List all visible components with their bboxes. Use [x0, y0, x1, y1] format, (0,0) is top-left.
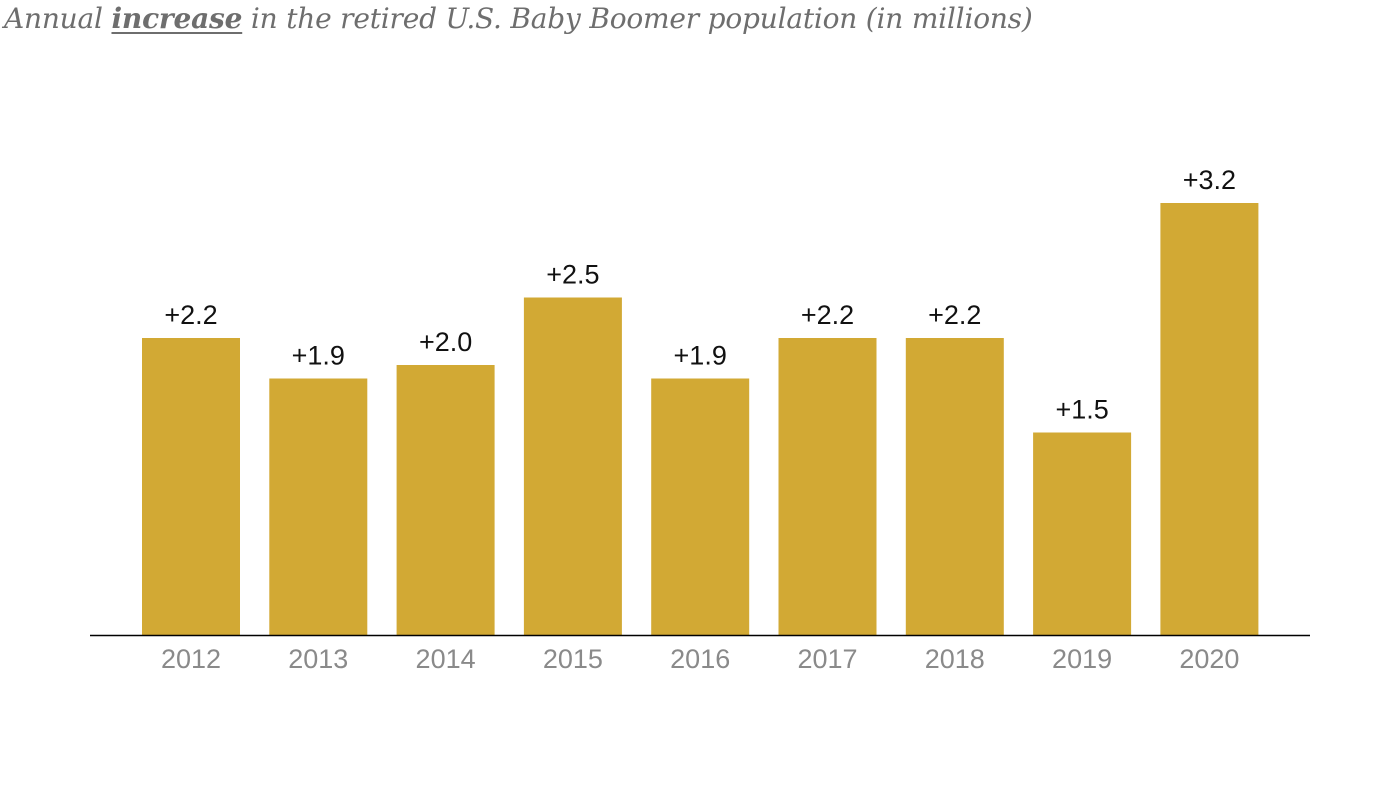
x-tick-label-2014: 2014 [416, 644, 476, 674]
data-label-2013: +1.9 [292, 341, 345, 371]
bar-2013 [269, 378, 368, 635]
chart-title-prefix: Annual [4, 2, 112, 35]
x-tick-label-group: 2012 2013 2014 2015 2016 2017 2018 2019 2020 [161, 644, 1239, 674]
bar-2014 [396, 365, 495, 635]
chart-title-emphasis: increase [111, 2, 243, 35]
data-label-2017: +2.2 [801, 300, 854, 330]
bar-2017 [778, 338, 877, 635]
data-label-2012: +2.2 [164, 300, 217, 330]
bar-2020 [1160, 203, 1259, 635]
bar-2018 [905, 338, 1004, 635]
data-label-2016: +1.9 [674, 341, 727, 371]
x-tick-label-2016: 2016 [670, 644, 730, 674]
x-tick-label-2012: 2012 [161, 644, 221, 674]
data-label-2020: +3.2 [1183, 165, 1236, 195]
chart-title-suffix: in the retired U.S. Baby Boomer populati… [242, 2, 1033, 35]
data-label-2014: +2.0 [419, 327, 472, 357]
x-tick-label-2013: 2013 [288, 644, 348, 674]
data-label-2019: +1.5 [1055, 395, 1108, 425]
x-tick-label-2019: 2019 [1052, 644, 1112, 674]
bar-group [142, 203, 1259, 635]
x-tick-label-2020: 2020 [1179, 644, 1239, 674]
bar-2015 [523, 297, 622, 635]
x-tick-label-2018: 2018 [925, 644, 985, 674]
x-tick-label-2017: 2017 [797, 644, 857, 674]
data-label-2018: +2.2 [928, 300, 981, 330]
bar-2019 [1033, 432, 1132, 635]
data-label-2015: +2.5 [546, 260, 599, 290]
data-label-group: +2.2 +1.9 +2.0 +2.5 +1.9 +2.2 +2.2 +1.5 +3.2 [164, 165, 1236, 425]
x-tick-label-2015: 2015 [543, 644, 603, 674]
chart-title: Annual increase in the retired U.S. Baby… [4, 2, 1033, 35]
bar-2012 [142, 338, 240, 635]
bar-2016 [651, 378, 750, 635]
